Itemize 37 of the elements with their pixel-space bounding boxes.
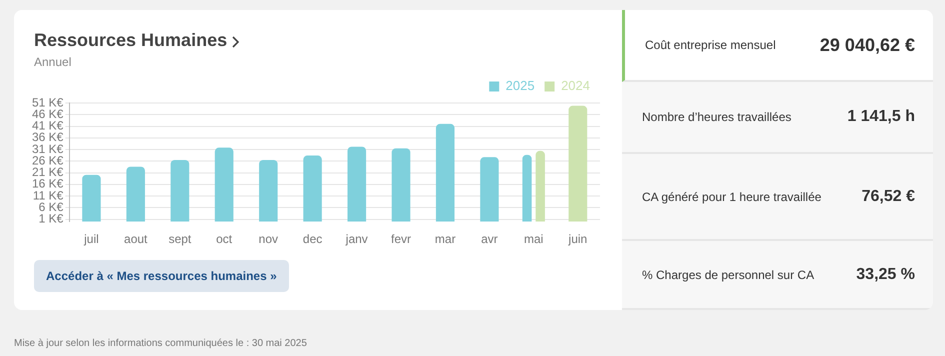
text: Accéder à « Mes ressources humaines » — [34, 260, 289, 292]
legend-label: 2025 — [506, 78, 535, 94]
x-tick-label: oct — [216, 232, 233, 246]
y-tick-label: 1 K€ — [38, 212, 64, 226]
y-tick-label: 6 K€ — [38, 200, 64, 214]
text: Coût entreprise mensuel — [645, 37, 776, 54]
x-tick-label: janv — [344, 232, 368, 246]
y-tick-label: 26 K€ — [32, 153, 64, 168]
text: Mise à jour selon les informations communiquées le : 30 mai 2025 — [14, 338, 307, 349]
x-tick-label: nov — [258, 232, 278, 246]
x-tick-label: juin — [568, 232, 588, 246]
x-tick-label: aout — [124, 232, 148, 246]
text: 1 141,5 h — [847, 108, 915, 126]
y-tick-label: 51 K€ — [32, 95, 64, 110]
x-tick-label: dec — [302, 232, 322, 246]
y-tick-label: 31 K€ — [32, 142, 64, 156]
chart-subtitle: Annuel — [34, 55, 72, 69]
chart-title: Ressources Humaines — [34, 30, 228, 51]
y-tick-label: 41 K€ — [32, 118, 64, 133]
x-tick-label: sept — [168, 232, 192, 246]
x-tick-label: mar — [434, 232, 456, 246]
y-tick-label: 46 K€ — [32, 106, 64, 121]
text: % Charges de personnel sur CA — [642, 266, 814, 284]
x-tick-label: fevr — [391, 232, 412, 246]
text: 76,52 € — [862, 188, 915, 206]
text: CA généré pour 1 heure travaillée — [642, 188, 822, 206]
y-tick-label: 16 K€ — [32, 176, 64, 191]
y-tick-label: 11 K€ — [32, 188, 64, 202]
y-tick-label: 36 K€ — [32, 130, 64, 144]
text: Nombre d’heures travaillées — [642, 109, 792, 126]
text: 29 040,62 € — [820, 34, 915, 56]
y-tick-label: 21 K€ — [32, 165, 64, 180]
x-tick-label: mai — [524, 232, 544, 246]
x-tick-label: juil — [83, 232, 99, 246]
legend-label: 2024 — [561, 78, 590, 94]
x-tick-label: avr — [481, 232, 498, 246]
text: 33,25 % — [856, 266, 915, 284]
